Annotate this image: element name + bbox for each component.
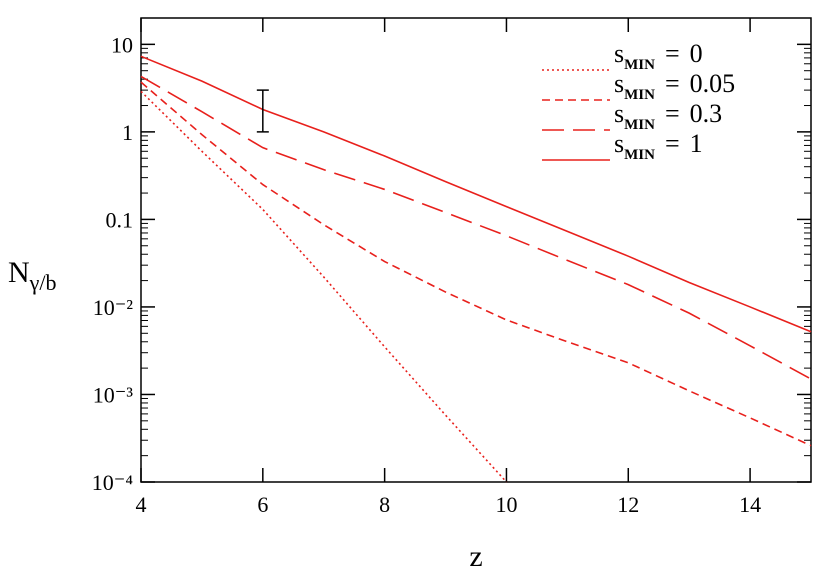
x-tick-label: 14 <box>739 492 761 517</box>
legend-symbol: s <box>614 39 624 68</box>
legend-label: sMIN = 0.05 <box>614 69 735 103</box>
x-tick-label: 8 <box>379 492 390 517</box>
legend-label: sMIN = 0 <box>614 39 703 73</box>
legend-label: sMIN = 0.3 <box>614 99 722 133</box>
legend-operator: = <box>665 69 680 98</box>
legend-name: 1 <box>690 129 703 158</box>
legend-subscript: MIN <box>624 117 655 133</box>
legend-symbol: s <box>614 69 624 98</box>
legend-subscript: MIN <box>624 87 655 103</box>
legend-operator: = <box>665 129 680 158</box>
x-tick-label: 12 <box>617 492 639 517</box>
legend-operator: = <box>665 99 680 128</box>
x-tick-label: 10 <box>495 492 517 517</box>
legend-subscript: MIN <box>624 147 655 163</box>
y-tick-label: 10⁻² <box>93 295 134 320</box>
legend-label: sMIN = 1 <box>614 129 703 163</box>
series-line <box>140 81 812 447</box>
x-tick-label: 6 <box>257 492 268 517</box>
y-tick-label: 10⁻⁴ <box>92 470 134 495</box>
y-tick-label: 1 <box>122 120 133 145</box>
legend-subscript: MIN <box>624 57 655 73</box>
series-line <box>140 90 508 483</box>
x-axis-label: z <box>469 540 482 573</box>
y-tick-label: 10 <box>111 32 133 57</box>
y-axis-label: Nγ/b <box>8 256 57 295</box>
y-tick-label: 0.1 <box>106 207 134 232</box>
plot-frame <box>140 17 812 483</box>
legend-name: 0.05 <box>690 69 736 98</box>
legend-name: 0.3 <box>690 99 723 128</box>
y-axis-label-subscript: γ/b <box>29 270 57 295</box>
legend-symbol: s <box>614 129 624 158</box>
series-line <box>140 55 812 333</box>
x-tick-label: 4 <box>136 492 147 517</box>
series-line <box>140 75 812 380</box>
legend-operator: = <box>665 39 680 68</box>
y-tick-label: 10⁻³ <box>93 382 134 407</box>
legend-symbol: s <box>614 99 624 128</box>
legend-name: 0 <box>690 39 703 68</box>
y-axis-label-main: N <box>8 256 30 289</box>
